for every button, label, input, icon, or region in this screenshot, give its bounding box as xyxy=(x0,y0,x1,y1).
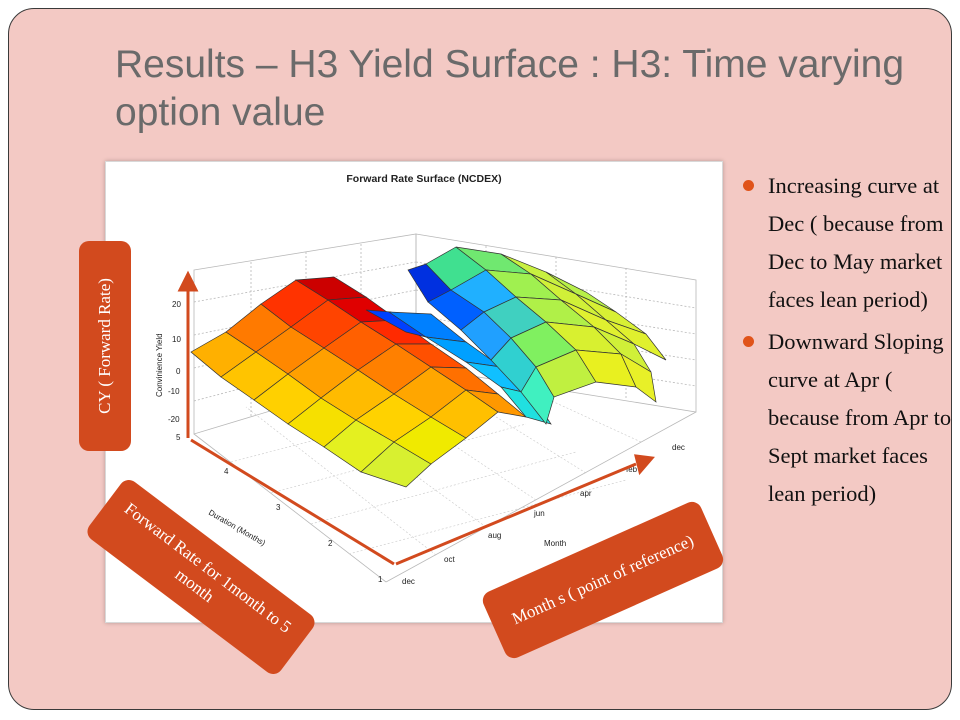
z-tick: 20 xyxy=(172,300,181,309)
z-tick: 10 xyxy=(172,335,181,344)
surface-chart: Forward Rate Surface (NCDEX) xyxy=(155,173,697,586)
surface-cool xyxy=(365,246,667,425)
month-tick: feb xyxy=(626,465,638,474)
duration-tick: 2 xyxy=(328,539,333,548)
duration-tick: 3 xyxy=(276,503,281,512)
bullet-dot-icon xyxy=(743,336,754,347)
slide-frame: Results – H3 Yield Surface : H3: Time va… xyxy=(8,8,952,710)
month-tick: dec xyxy=(672,443,685,452)
month-tick: oct xyxy=(444,555,455,564)
bullet-dot-icon xyxy=(743,180,754,191)
z-axis-label: Convinience Yield xyxy=(155,333,164,397)
z-tick: 0 xyxy=(176,367,181,376)
cy-callout: CY ( Forward Rate) xyxy=(79,241,131,451)
cy-callout-label: CY ( Forward Rate) xyxy=(95,278,114,414)
slide-title: Results – H3 Yield Surface : H3: Time va… xyxy=(115,43,905,134)
month-tick: apr xyxy=(580,489,592,498)
duration-tick: 1 xyxy=(378,575,383,584)
duration-tick: 5 xyxy=(176,433,181,442)
month-tick: aug xyxy=(488,531,501,540)
bullet-text: Increasing curve at Dec ( because from D… xyxy=(768,173,944,312)
duration-tick: 4 xyxy=(224,467,229,476)
month-tick: dec xyxy=(402,577,415,586)
z-tick: -10 xyxy=(168,387,180,396)
bullet-list: Increasing curve at Dec ( because from D… xyxy=(743,167,953,517)
duration-axis-label: Duration (Months) xyxy=(207,508,267,548)
bullet-item: Downward Sloping curve at Apr ( because … xyxy=(743,323,953,513)
z-tick: -20 xyxy=(168,415,180,424)
surface-warm xyxy=(190,276,528,488)
bullet-text: Downward Sloping curve at Apr ( because … xyxy=(768,329,952,506)
annotation-arrows xyxy=(177,270,655,566)
bullet-item: Increasing curve at Dec ( because from D… xyxy=(743,167,953,319)
month-axis-label: Month xyxy=(544,539,566,548)
chart-title: Forward Rate Surface (NCDEX) xyxy=(346,173,501,185)
month-tick: jun xyxy=(533,509,545,518)
